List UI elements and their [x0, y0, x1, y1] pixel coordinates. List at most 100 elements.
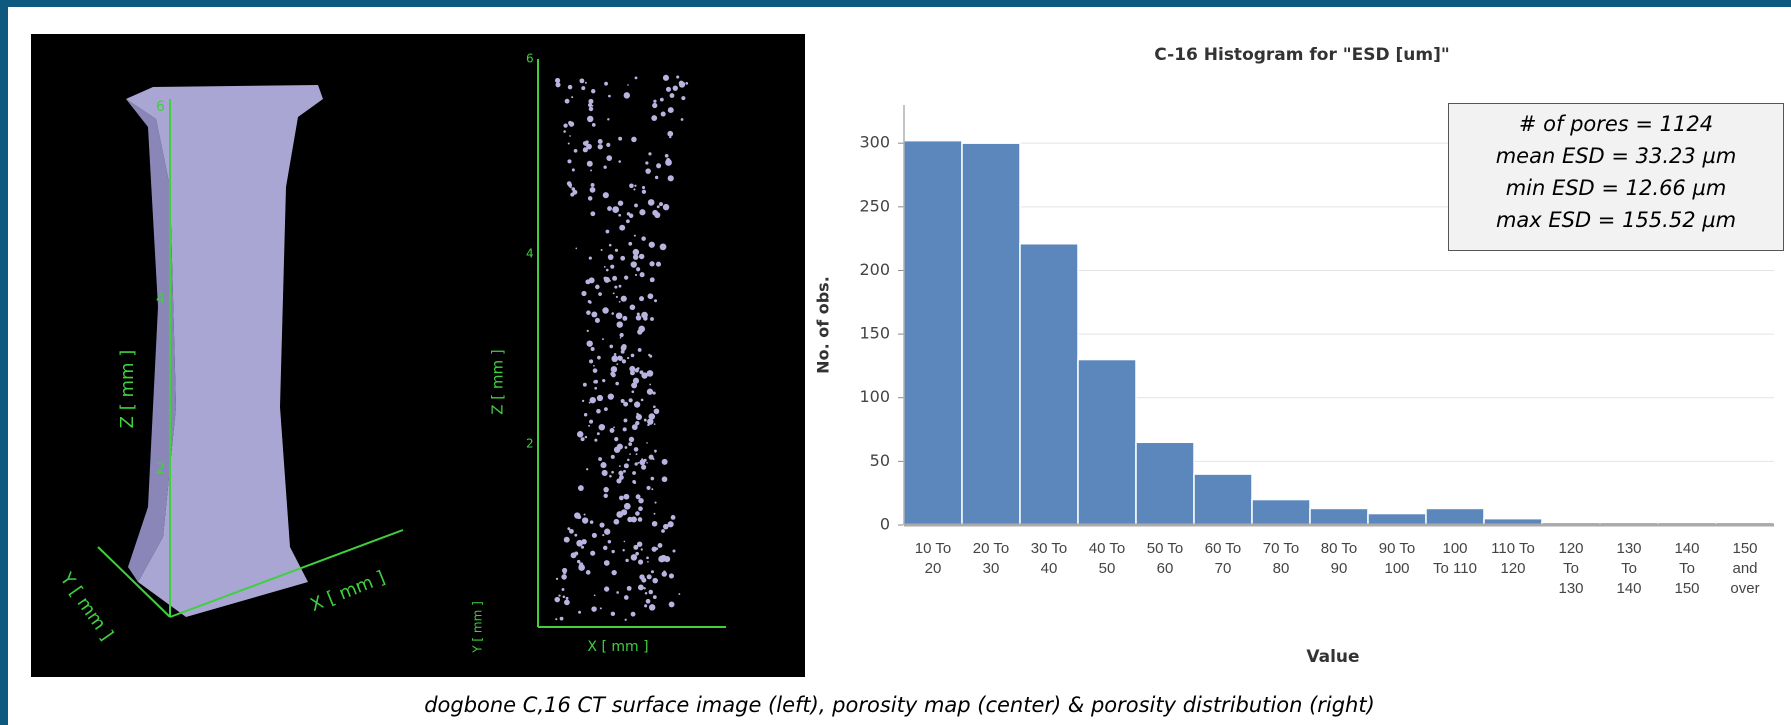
pore	[630, 353, 635, 358]
pore	[635, 551, 639, 556]
pore	[594, 317, 600, 323]
pore	[629, 183, 634, 189]
pore	[645, 161, 649, 165]
pore	[641, 236, 646, 241]
pore	[589, 520, 594, 524]
pore	[647, 293, 654, 300]
pore	[611, 470, 614, 474]
pore	[633, 234, 636, 237]
pore	[596, 432, 600, 436]
pore	[611, 569, 617, 576]
pore	[639, 296, 645, 302]
pore	[637, 517, 643, 522]
pore	[619, 495, 624, 501]
pore	[583, 513, 586, 516]
pore	[604, 81, 608, 86]
x-axis	[169, 529, 404, 618]
pore	[603, 545, 608, 551]
pore	[592, 368, 598, 373]
pore	[598, 457, 603, 461]
pore	[581, 290, 587, 297]
pore	[654, 211, 661, 219]
pore	[629, 400, 632, 402]
pore	[623, 540, 626, 543]
x-tick-label: 100 To 110	[1433, 540, 1477, 577]
x-tick-label: 20 To 30	[972, 540, 1010, 577]
pore	[631, 424, 638, 431]
pore	[573, 148, 578, 153]
pore	[615, 295, 618, 299]
pore	[639, 574, 645, 580]
pore	[654, 175, 659, 180]
pore	[612, 292, 615, 295]
x-tick-label: 90 To 100	[1378, 540, 1416, 577]
pore	[644, 592, 648, 595]
pore	[662, 74, 670, 81]
dogbone-surface	[126, 85, 323, 617]
pore	[603, 560, 610, 566]
pore	[602, 192, 609, 199]
pore	[611, 372, 616, 378]
pore	[596, 408, 601, 414]
pore	[618, 444, 623, 448]
pore	[574, 533, 578, 537]
pore	[634, 203, 638, 208]
y-tick-label: 150	[859, 324, 890, 343]
pore	[581, 517, 589, 524]
pore	[635, 413, 643, 421]
x-tick-label: 60 To 70	[1204, 540, 1242, 577]
pore	[618, 465, 621, 468]
pore	[630, 261, 637, 268]
pore	[588, 256, 592, 260]
pore	[569, 135, 571, 137]
pore	[623, 401, 629, 407]
pore	[554, 77, 561, 84]
pore	[607, 540, 612, 544]
x-tick-label: 50 To 60	[1146, 540, 1184, 577]
pore	[661, 476, 668, 483]
pore	[619, 224, 626, 231]
pore	[567, 142, 570, 145]
pore	[654, 501, 657, 504]
pore	[646, 370, 654, 377]
pore	[644, 604, 648, 608]
pore	[661, 571, 668, 577]
pore	[637, 559, 644, 565]
pore	[655, 547, 659, 551]
pore	[584, 435, 588, 439]
pore	[631, 136, 637, 143]
pore	[626, 585, 632, 591]
y-tick-label: 200	[859, 260, 890, 279]
x-tick-label: 140 To 150	[1674, 540, 1700, 597]
pore	[619, 336, 622, 339]
pore	[581, 399, 585, 403]
pore	[583, 413, 588, 417]
pore	[591, 606, 597, 612]
pore	[625, 558, 629, 563]
pore	[629, 370, 635, 376]
pore	[616, 591, 619, 594]
caption: dogbone C,16 CT surface image (left), po…	[424, 693, 1375, 717]
pore	[597, 355, 601, 360]
pore	[589, 186, 596, 193]
pore	[651, 115, 658, 121]
pore	[632, 377, 640, 384]
annotation-line: min ESD = 12.66 µm	[1505, 176, 1727, 200]
pore	[630, 516, 637, 523]
pore	[629, 304, 636, 311]
pore	[598, 292, 602, 296]
pore	[589, 419, 594, 424]
x-tick-label: 130 To 140	[1616, 540, 1642, 597]
pore	[595, 284, 600, 290]
pore	[660, 111, 666, 117]
pore	[610, 611, 616, 617]
pore	[668, 601, 675, 608]
pore	[632, 248, 640, 256]
pore	[588, 98, 594, 104]
pore	[574, 512, 581, 519]
dogbone-side	[126, 99, 176, 582]
pore	[637, 584, 644, 591]
pore	[575, 247, 578, 250]
pore	[558, 594, 561, 597]
